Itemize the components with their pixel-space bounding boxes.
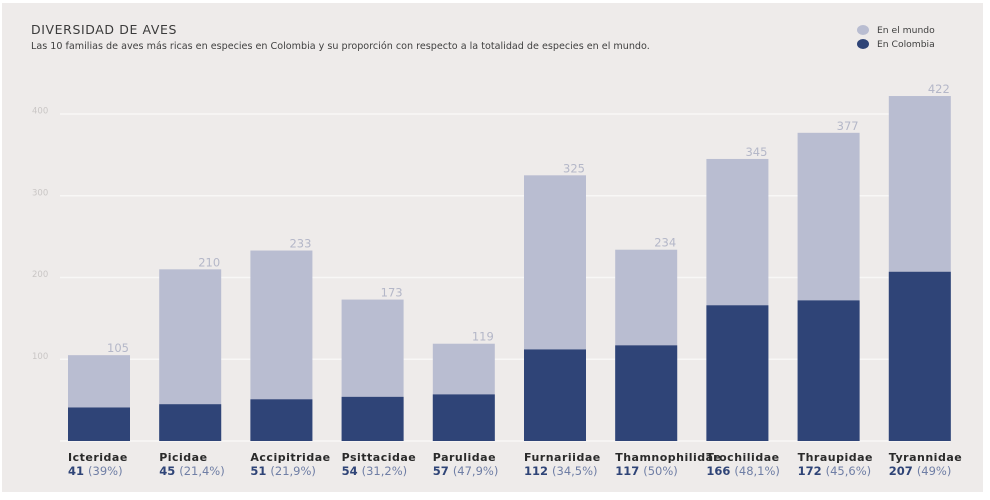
- y-tick-label-200: 200: [32, 270, 48, 280]
- colombia-percent: (31,2%): [362, 464, 408, 478]
- category-value-tyrannidae: 207 (49%): [889, 464, 952, 478]
- legend-item-world: En el mundo: [857, 23, 935, 37]
- category-label-parulidae: Parulidae: [433, 451, 496, 464]
- colombia-percent: (50%): [643, 464, 678, 478]
- colombia-count: 41: [68, 464, 88, 478]
- bar-colombia-psittacidae: [341, 396, 404, 441]
- total-label-furnariidae: 325: [563, 161, 585, 175]
- legend-label-world: En el mundo: [877, 24, 935, 36]
- category-value-trochilidae: 166 (48,1%): [706, 464, 780, 478]
- category-value-psittacidae: 54 (31,2%): [342, 464, 408, 478]
- colombia-count: 166: [706, 464, 734, 478]
- chart-subtitle: Las 10 familias de aves más ricas en esp…: [31, 41, 650, 52]
- category-value-parulidae: 57 (47,9%): [433, 464, 499, 478]
- legend-item-colombia: En Colombia: [857, 37, 935, 51]
- total-label-psittacidae: 173: [381, 286, 403, 300]
- category-value-furnariidae: 112 (34,5%): [524, 464, 598, 478]
- total-label-parulidae: 119: [472, 330, 494, 344]
- total-label-tyrannidae: 422: [928, 82, 950, 96]
- category-value-thamnophilidae: 117 (50%): [615, 464, 678, 478]
- legend: En el mundo En Colombia: [857, 23, 935, 51]
- category-label-accipitridae: Accipitridae: [250, 451, 330, 464]
- colombia-percent: (39%): [88, 464, 123, 478]
- bar-colombia-thamnophilidae: [615, 345, 678, 441]
- bar-colombia-thraupidae: [797, 300, 860, 441]
- colombia-percent: (21,4%): [179, 464, 225, 478]
- chart-title: DIVERSIDAD DE AVES: [31, 22, 178, 37]
- bar-colombia-furnariidae: [524, 349, 586, 441]
- colombia-count: 172: [798, 464, 826, 478]
- total-label-thamnophilidae: 234: [654, 236, 676, 250]
- bar-colombia-icteridae: [68, 407, 130, 441]
- bar-colombia-trochilidae: [706, 305, 769, 441]
- colombia-percent: (21,9%): [270, 464, 316, 478]
- legend-swatch-colombia: [857, 39, 869, 49]
- category-label-icteridae: Icteridae: [68, 451, 128, 464]
- bar-colombia-parulidae: [432, 394, 495, 441]
- category-label-psittacidae: Psittacidae: [342, 451, 417, 464]
- category-label-furnariidae: Furnariidae: [524, 451, 601, 464]
- total-label-accipitridae: 233: [289, 237, 311, 251]
- category-label-thraupidae: Thraupidae: [798, 451, 873, 464]
- bar-colombia-accipitridae: [250, 399, 313, 441]
- colombia-count: 117: [615, 464, 643, 478]
- total-label-trochilidae: 345: [745, 145, 767, 159]
- category-label-picidae: Picidae: [159, 451, 207, 464]
- category-value-icteridae: 41 (39%): [68, 464, 123, 478]
- colombia-percent: (34,5%): [552, 464, 598, 478]
- category-label-thamnophilidae: Thamnophilidae: [615, 451, 721, 464]
- colombia-percent: (47,9%): [453, 464, 499, 478]
- category-label-trochilidae: Trochilidae: [706, 451, 779, 464]
- category-label-tyrannidae: Tyrannidae: [889, 451, 962, 464]
- legend-label-colombia: En Colombia: [877, 38, 935, 50]
- bar-colombia-tyrannidae: [888, 271, 951, 441]
- colombia-count: 57: [433, 464, 453, 478]
- category-value-accipitridae: 51 (21,9%): [250, 464, 316, 478]
- category-value-thraupidae: 172 (45,6%): [798, 464, 872, 478]
- y-tick-label-100: 100: [32, 352, 48, 362]
- colombia-percent: (49%): [917, 464, 952, 478]
- y-tick-label-400: 400: [32, 107, 48, 117]
- total-label-thraupidae: 377: [837, 119, 859, 133]
- total-label-picidae: 210: [198, 255, 220, 269]
- colombia-count: 51: [250, 464, 270, 478]
- category-value-picidae: 45 (21,4%): [159, 464, 225, 478]
- y-tick-label-300: 300: [32, 188, 48, 198]
- colombia-percent: (45,6%): [826, 464, 872, 478]
- legend-swatch-world: [857, 25, 869, 35]
- colombia-count: 54: [342, 464, 362, 478]
- bar-colombia-picidae: [159, 404, 222, 441]
- total-label-icteridae: 105: [107, 341, 129, 355]
- colombia-percent: (48,1%): [734, 464, 780, 478]
- colombia-count: 45: [159, 464, 179, 478]
- colombia-count: 112: [524, 464, 552, 478]
- colombia-count: 207: [889, 464, 917, 478]
